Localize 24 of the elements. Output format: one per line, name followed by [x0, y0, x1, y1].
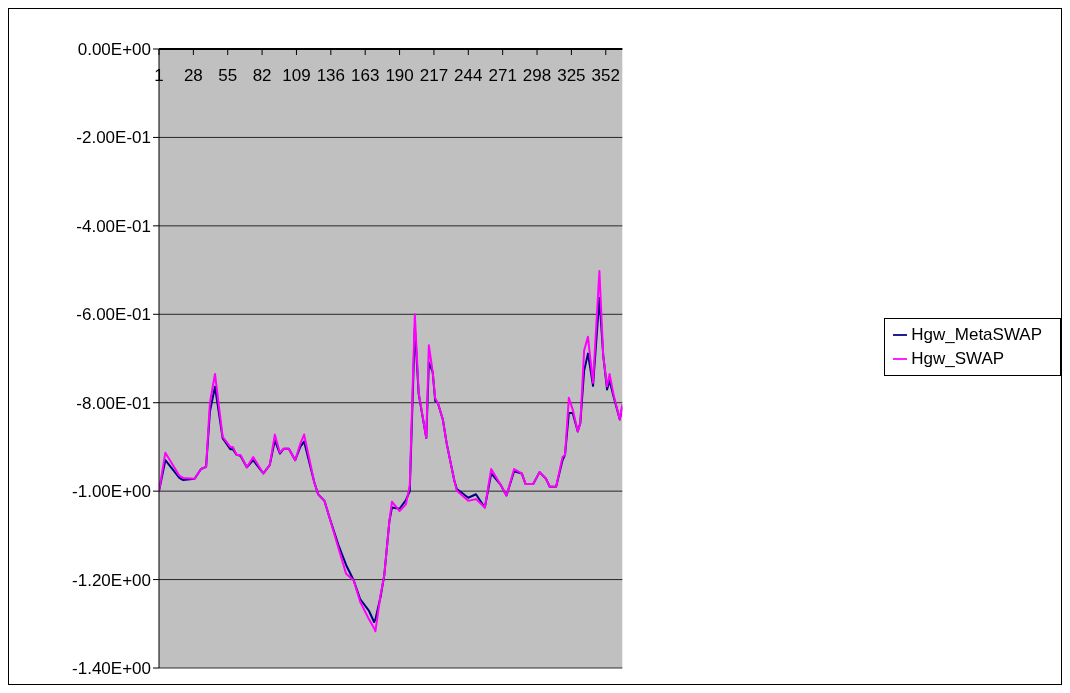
x-tick-label: 352 [591, 66, 620, 86]
x-tick-label: 1 [154, 66, 164, 86]
x-tick-label: 271 [488, 66, 517, 86]
x-tick-label: 28 [183, 66, 203, 86]
x-tick-label: 163 [351, 66, 380, 86]
x-tick-label: 109 [282, 66, 311, 86]
legend-label: Hgw_SWAP [911, 348, 1005, 368]
x-tick-label: 217 [419, 66, 449, 86]
y-tick-label: -6.00E-01 [76, 305, 151, 325]
y-tick-label: -4.00E-01 [76, 216, 151, 236]
x-tick-label: 55 [218, 66, 238, 86]
y-tick-label: -2.00E-01 [76, 128, 151, 148]
x-tick-label: 298 [522, 66, 552, 86]
legend-label: Hgw_MetaSWAP [911, 324, 1042, 344]
x-tick-label: 190 [385, 66, 414, 86]
y-tick-label: -1.20E+00 [72, 570, 151, 590]
x-tick-label: 325 [557, 66, 586, 86]
y-tick-label: -1.40E+00 [72, 659, 151, 679]
x-tick-label: 82 [252, 66, 272, 86]
x-tick-label: 244 [454, 66, 483, 86]
y-tick-label: -1.00E+00 [72, 482, 151, 502]
y-tick-label: 0.00E+00 [77, 40, 151, 60]
x-tick-label: 136 [316, 66, 346, 86]
y-tick-label: -8.00E-01 [76, 393, 151, 413]
